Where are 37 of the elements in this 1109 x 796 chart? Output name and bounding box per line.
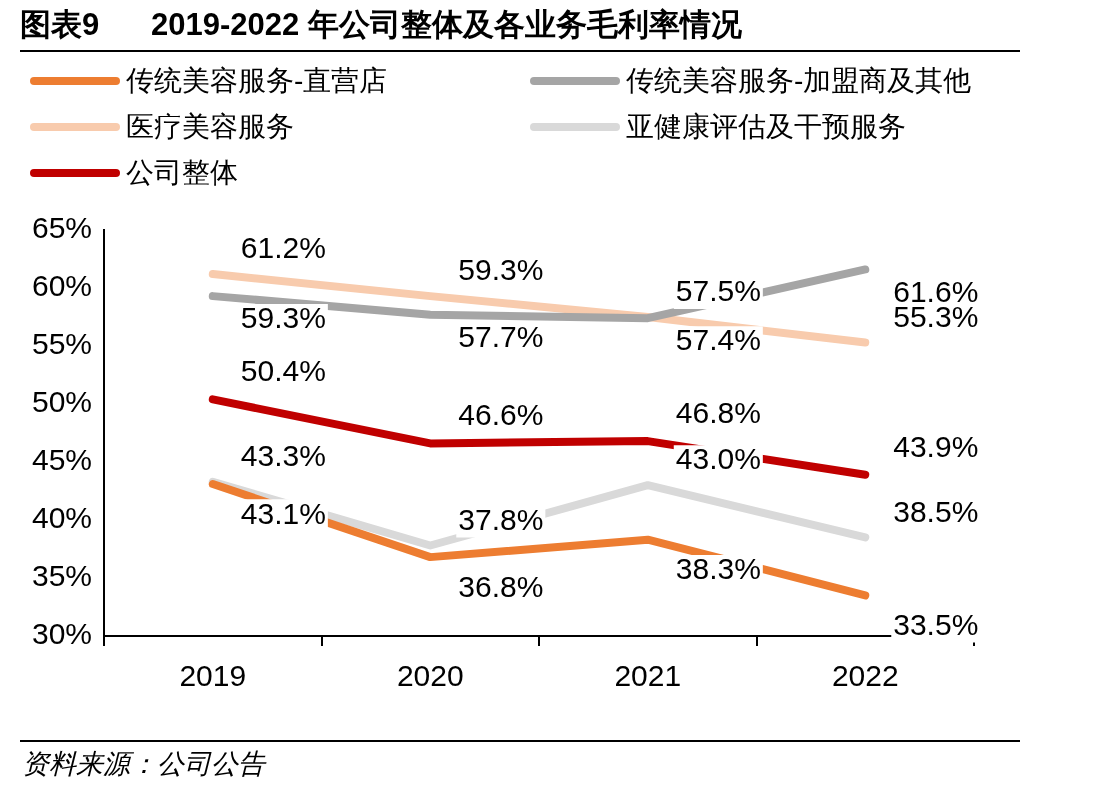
data-label: 33.5%	[893, 607, 979, 641]
data-label: 37.8%	[458, 502, 544, 536]
y-tick-label: 50%	[32, 385, 93, 419]
legend-label: 公司整体	[126, 156, 238, 190]
y-tick-label: 45%	[32, 443, 93, 477]
data-label: 36.8%	[458, 569, 544, 603]
y-tick-label: 35%	[32, 559, 93, 593]
data-label: 38.3%	[675, 552, 761, 586]
text: 资料来源：公司公告	[22, 748, 265, 781]
legend-label: 传统美容服务-直营店	[126, 64, 388, 98]
data-label: 57.5%	[675, 274, 761, 308]
y-tick-label: 65%	[32, 211, 93, 245]
data-label: 59.3%	[240, 301, 326, 335]
data-label: 46.8%	[675, 395, 761, 429]
legend-label: 医疗美容服务	[126, 110, 294, 144]
x-tick-label: 2019	[179, 659, 247, 693]
data-label: 50.4%	[240, 354, 326, 388]
data-label: 61.2%	[240, 231, 326, 265]
data-label: 43.1%	[240, 496, 326, 530]
data-label: 57.7%	[458, 319, 544, 353]
y-tick-label: 60%	[32, 269, 93, 303]
chart-title: 图表9 2019-2022 年公司整体及各业务毛利率情况	[20, 6, 742, 44]
data-label: 59.3%	[458, 253, 544, 287]
data-label: 43.0%	[675, 442, 761, 476]
data-label: 57.4%	[675, 323, 761, 357]
data-label: 38.5%	[893, 494, 979, 528]
x-tick-label: 2021	[614, 659, 682, 693]
legend-label: 传统美容服务-加盟商及其他	[626, 64, 972, 98]
y-tick-label: 30%	[32, 617, 93, 651]
x-tick-label: 2020	[396, 659, 464, 693]
legend-label: 亚健康评估及干预服务	[626, 110, 906, 144]
data-label: 46.6%	[458, 398, 544, 432]
y-tick-label: 40%	[32, 501, 93, 535]
data-label: 43.3%	[240, 438, 326, 472]
y-tick-label: 55%	[32, 327, 93, 361]
data-label: 43.9%	[893, 429, 979, 463]
x-tick-label: 2022	[831, 659, 899, 693]
